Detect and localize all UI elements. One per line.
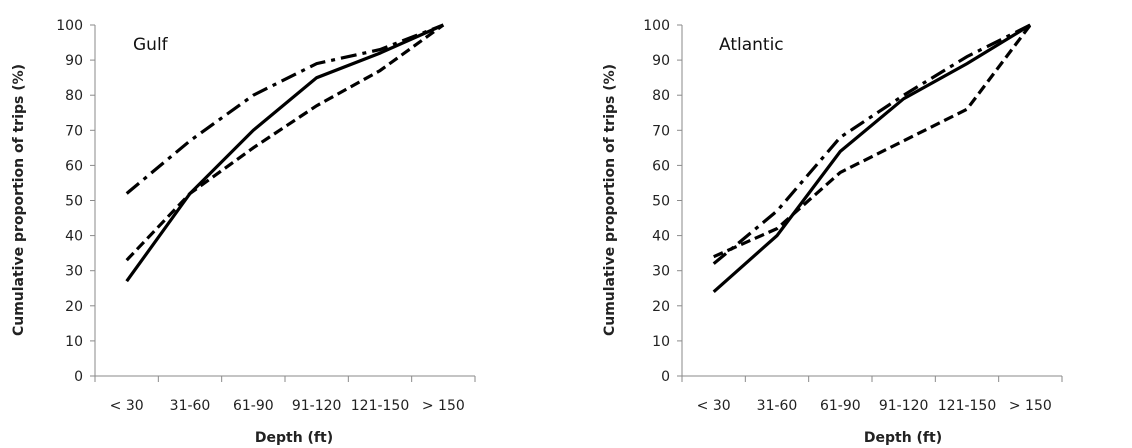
gulf-y-tick-label: 10: [65, 334, 83, 350]
atlantic-panel-label: Atlantic: [719, 35, 784, 55]
gulf-x-ticks: < 30 31-60 61-90 91-120 121-150 > 150: [94, 376, 476, 414]
atlantic-y-tick-label: 30: [652, 264, 670, 280]
atlantic-series-dashed-line: [713, 24, 1032, 259]
gulf-series-dash-dot-line: [125, 23, 444, 195]
atlantic-y-tick-label: 80: [652, 88, 670, 104]
atlantic-y-axis-title: Cumulative proportion of trips (%): [602, 64, 618, 336]
atlantic-y-tick-label: 100: [643, 18, 670, 34]
gulf-y-tick-label: 80: [65, 88, 83, 104]
gulf-series-solid-line: [125, 23, 444, 283]
gulf-y-tick-label: 40: [65, 229, 83, 245]
gulf-x-tick-label: 61-90: [233, 398, 274, 414]
atlantic-x-ticks: < 30 31-60 61-90 91-120 121-150 > 150: [681, 376, 1063, 414]
atlantic-x-tick-label: 61-90: [820, 398, 861, 414]
atlantic-y-tick-label: 10: [652, 334, 670, 350]
gulf-y-ticks: 0 10 20 30 40 50 60 70 80 90 100: [56, 18, 95, 385]
atlantic-x-tick-label: 31-60: [757, 398, 798, 414]
atlantic-y-tick-label: 0: [661, 369, 670, 385]
gulf-x-tick-label: < 30: [110, 398, 144, 414]
atlantic-y-tick-label: 90: [652, 53, 670, 69]
gulf-y-tick-label: 70: [65, 123, 83, 139]
atlantic-y-tick-label: 60: [652, 158, 670, 174]
atlantic-y-ticks: 0 10 20 30 40 50 60 70 80 90 100: [643, 18, 682, 385]
gulf-y-tick-label: 90: [65, 53, 83, 69]
gulf-y-tick-label: 100: [56, 18, 83, 34]
atlantic-y-tick-label: 40: [652, 229, 670, 245]
atlantic-series-solid-line: [712, 23, 1032, 293]
gulf-y-tick-label: 20: [65, 299, 83, 315]
atlantic-series: [712, 23, 1032, 293]
atlantic-x-tick-label: 121-150: [938, 398, 997, 414]
gulf-series-dashed-line: [125, 23, 445, 262]
atlantic-axes: [681, 25, 1062, 377]
gulf-y-axis-title: Cumulative proportion of trips (%): [11, 64, 27, 336]
gulf-y-tick-label: 0: [74, 369, 83, 385]
atlantic-y-tick-label: 50: [652, 194, 670, 210]
gulf-x-axis-title: Depth (ft): [255, 430, 333, 446]
atlantic-y-tick-label: 20: [652, 299, 670, 315]
gulf-chart-panel: Gulf 0 10 20 30 40 50 60 70 80 90 100 < 30 31-60 61-…: [11, 18, 476, 446]
gulf-y-tick-label: 60: [65, 158, 83, 174]
gulf-x-tick-label: 91-120: [292, 398, 342, 414]
gulf-y-tick-label: 50: [65, 194, 83, 210]
gulf-x-tick-label: 31-60: [170, 398, 211, 414]
atlantic-x-tick-label: > 150: [1009, 398, 1052, 414]
atlantic-x-tick-label: 91-120: [879, 398, 929, 414]
gulf-series: [125, 23, 445, 283]
gulf-x-tick-label: > 150: [422, 398, 465, 414]
gulf-x-tick-label: 121-150: [351, 398, 410, 414]
gulf-y-tick-label: 30: [65, 264, 83, 280]
atlantic-y-tick-label: 70: [652, 123, 670, 139]
atlantic-x-axis-title: Depth (ft): [864, 430, 942, 446]
atlantic-chart-panel: Atlantic 0 10 20 30 40 50 60 70 80 90 100 < 30 31-6…: [602, 18, 1063, 446]
atlantic-series-dash-dot-line: [712, 23, 1032, 265]
atlantic-x-tick-label: < 30: [697, 398, 731, 414]
gulf-panel-label: Gulf: [133, 35, 169, 55]
